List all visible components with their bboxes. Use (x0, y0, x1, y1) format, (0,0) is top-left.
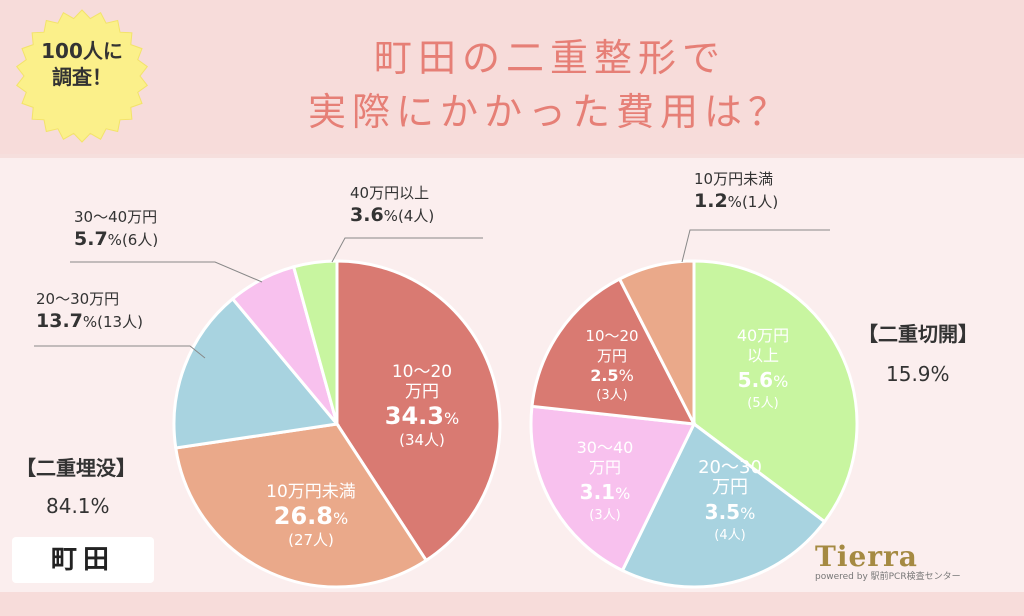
pie2-slice-s3 (529, 404, 697, 573)
leader-line-30-40 (70, 261, 263, 283)
inlabel-b-40over-pct: 5.6 (737, 368, 774, 392)
inlabel-b-40over: 40万円 以上 5.6% (5人) (718, 326, 808, 414)
inlabel-b-30-40-pct: 3.1 (579, 480, 616, 504)
pie2-slice-s4 (530, 276, 697, 426)
pie1-slice-s5 (291, 259, 339, 425)
inlabel-under10-line1: 10万円未満 (266, 482, 356, 502)
label-20-30-pct: 13.7 (36, 310, 83, 332)
label-30-40: 30〜40万円 5.7%(6人) (74, 206, 158, 251)
pie2-slice-s5 (617, 259, 696, 425)
inlabel-b-40over-line1: 40万円 (736, 326, 790, 345)
inlabel-b-30-40-line2: 万円 (588, 458, 621, 477)
label-40over-pct: 3.6 (350, 204, 384, 226)
leader-line-20-30 (34, 345, 206, 359)
badge-line1: 100人に (41, 39, 123, 63)
pie2-slice-s2 (620, 421, 827, 589)
inlabel-10-20-unit: % (444, 409, 460, 428)
logo-sub: powered by 駅前PCR検査センター (815, 572, 961, 582)
inlabel-b-20-30-line1: 20〜30 (698, 457, 762, 478)
inlabel-b-20-30-pct: 3.5 (704, 500, 741, 524)
pie2-slice-s1 (692, 259, 859, 524)
inlabel-b-10-20: 10〜20 万円 2.5% (3人) (572, 326, 652, 406)
pie-chart-incision (529, 259, 859, 589)
label-40over-count: (4人) (397, 207, 435, 225)
page-title-line1: 町田の二重整形で (373, 36, 726, 80)
page-title-line2: 実際にかかった費用は？ (307, 90, 792, 134)
inlabel-10-20-line1: 10〜20 (391, 362, 453, 382)
inlabel-b-30-40: 30〜40 万円 3.1% (3人) (560, 438, 650, 526)
label-b-under10-count: (1人) (741, 193, 779, 211)
badge-text: 100人に 調査！ (18, 38, 146, 90)
label-40over: 40万円以上 3.6%(4人) (350, 182, 434, 227)
label-20-30-count: (13人) (97, 313, 143, 331)
inlabel-b-30-40-count: (3人) (589, 508, 621, 523)
inlabel-b-20-30-unit: % (740, 504, 756, 523)
badge-line2: 調査！ (52, 65, 112, 89)
label-b-under10: 10万円未満 1.2%(1人) (694, 168, 778, 213)
inlabel-b-40over-line2: 以上 (746, 346, 779, 365)
inlabel-under10-count: (27人) (288, 531, 334, 549)
embedded-total: 84.1% (46, 494, 110, 518)
inlabel-under10-pct: 26.8 (273, 502, 333, 530)
chart-area (0, 154, 1024, 592)
inlabel-b-30-40-line1: 30〜40 (576, 438, 634, 457)
city-label: 町田 (12, 537, 154, 583)
inlabel-b-40over-unit: % (773, 372, 789, 391)
pie1-slice-s3 (172, 296, 340, 450)
pie1-slice-s2 (174, 422, 429, 589)
inlabel-10-20-line2: 万円 (405, 382, 439, 402)
inlabel-b-20-30-count: (4人) (714, 528, 746, 543)
label-30-40-unit: % (107, 231, 122, 249)
leader-line-under10-b (681, 229, 830, 263)
inlabel-under10: 10万円未満 26.8% (27人) (236, 482, 386, 550)
inlabel-b-40over-count: (5人) (747, 396, 779, 411)
inlabel-b-10-20-pct: 2.5 (590, 366, 619, 385)
label-20-30-name: 20〜30万円 (36, 290, 120, 308)
inlabel-10-20-pct: 34.3 (384, 402, 444, 430)
inlabel-b-20-30: 20〜30 万円 3.5% (4人) (682, 458, 778, 546)
label-b-under10-pct: 1.2 (694, 190, 728, 212)
inlabel-b-10-20-line1: 10〜20 (585, 327, 639, 345)
inlabel-b-10-20-unit: % (618, 366, 634, 385)
label-30-40-count: (6人) (121, 231, 159, 249)
badge-burst (15, 9, 149, 143)
label-b-under10-name: 10万円未満 (694, 170, 774, 188)
logo-name: Tierra (815, 540, 918, 573)
inlabel-10-20: 10〜20 万円 34.3% (34人) (372, 362, 472, 450)
header-band (0, 0, 1024, 154)
label-20-30-unit: % (82, 313, 98, 331)
tierra-logo: Tierra powered by 駅前PCR検査センター (815, 540, 1010, 582)
label-40over-unit: % (383, 207, 398, 225)
inlabel-under10-unit: % (333, 509, 349, 528)
label-30-40-pct: 5.7 (74, 228, 108, 250)
inlabel-10-20-count: (34人) (399, 431, 445, 449)
inlabel-b-10-20-line2: 万円 (596, 347, 627, 365)
incision-total: 15.9% (886, 362, 950, 386)
inlabel-b-10-20-count: (3人) (596, 388, 628, 403)
footer-band (0, 592, 1024, 616)
incision-title: 【二重切開】 (858, 322, 978, 346)
label-40over-name: 40万円以上 (350, 184, 430, 202)
inlabel-b-30-40-unit: % (615, 484, 631, 503)
label-20-30: 20〜30万円 13.7%(13人) (36, 288, 143, 333)
pie-chart-embedded (172, 259, 502, 589)
label-b-under10-unit: % (727, 193, 742, 211)
inlabel-b-20-30-line2: 万円 (712, 477, 748, 498)
label-30-40-name: 30〜40万円 (74, 208, 158, 226)
embedded-title: 【二重埋没】 (16, 456, 136, 480)
leader-lines (34, 229, 830, 359)
leader-line-40over (331, 237, 483, 263)
